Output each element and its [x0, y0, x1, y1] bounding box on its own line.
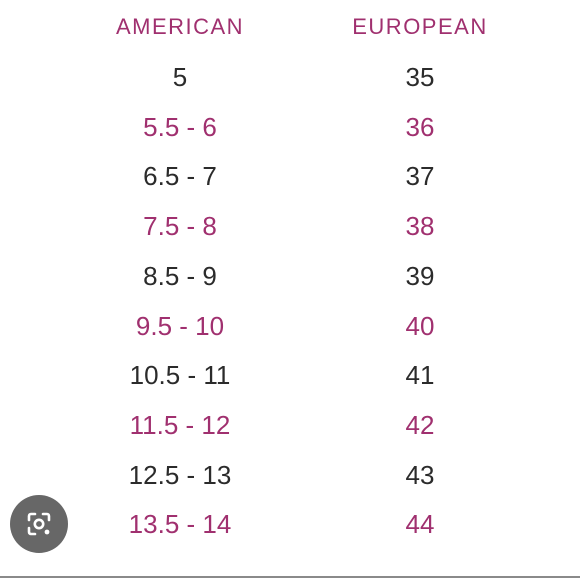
european-size-cell: 40: [405, 310, 435, 341]
camera-search-icon: [27, 512, 51, 536]
header-european: EUROPEAN: [352, 14, 488, 39]
european-size-cell: 43: [405, 459, 435, 490]
header-american: AMERICAN: [115, 14, 245, 39]
american-size-cell: 10.5 - 11: [129, 360, 231, 391]
table-row: 12.5 - 13 43: [0, 455, 580, 495]
european-size-cell: 42: [405, 409, 435, 440]
american-size-cell: 5: [172, 62, 188, 92]
european-size-cell: 38: [405, 211, 435, 242]
table-row: 11.5 - 12 42: [0, 405, 580, 445]
american-size-cell: 12.5 - 13: [128, 459, 232, 490]
table-row: 7.5 - 8 38: [0, 206, 580, 246]
table-row: 9.5 - 10 40: [0, 306, 580, 346]
visual-search-button[interactable]: [10, 495, 68, 553]
european-size-cell: 39: [405, 260, 435, 291]
american-size-cell: 13.5 - 14: [128, 509, 232, 540]
bottom-divider: [0, 576, 580, 578]
table-row: 5.5 - 6 36: [0, 107, 580, 147]
american-size-cell: 9.5 - 10: [135, 310, 225, 341]
american-size-cell: 11.5 - 12: [129, 409, 231, 440]
european-size-cell: 37: [405, 161, 435, 192]
american-size-cell: 6.5 - 7: [143, 161, 217, 192]
table-row: 6.5 - 7 37: [0, 156, 580, 196]
european-size-cell: 41: [405, 360, 435, 391]
european-size-cell: 35: [405, 62, 435, 92]
table-row: 8.5 - 9 39: [0, 256, 580, 296]
american-size-cell: 8.5 - 9: [143, 260, 217, 291]
european-size-cell: 44: [405, 509, 435, 540]
table-row: 10.5 - 11 41: [0, 355, 580, 395]
table-row: 5 35: [0, 57, 580, 97]
european-size-cell: 36: [405, 111, 435, 142]
american-size-cell: 5.5 - 6: [143, 111, 217, 142]
table-row: 13.5 - 14 44: [0, 504, 580, 544]
american-size-cell: 7.5 - 8: [143, 211, 217, 242]
